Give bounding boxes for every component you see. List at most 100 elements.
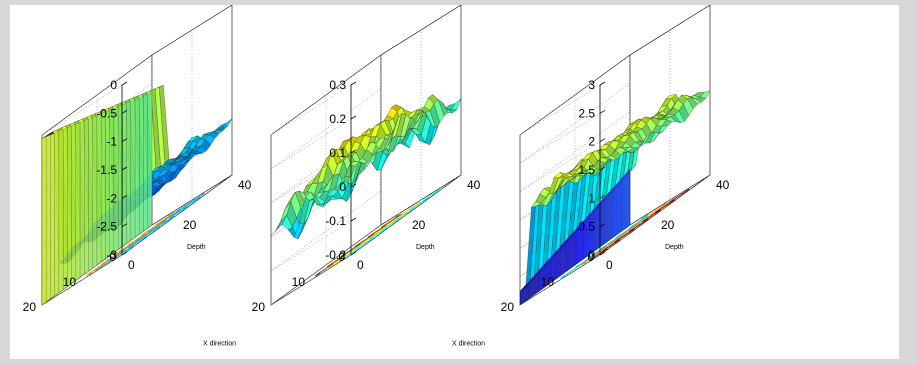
surface-curtain — [143, 94, 148, 232]
z-tick-label: 0 — [110, 78, 117, 92]
z-tick-label: -0.2 — [325, 248, 346, 262]
z-tick-label: -2 — [106, 191, 117, 205]
surface-curtain — [101, 111, 106, 263]
surface-curtain — [92, 115, 98, 269]
y-tick-label: 0 — [357, 258, 364, 272]
surface-curtain — [50, 132, 55, 299]
surface-plot-1: 0-0.5-1-1.5-2-2.5-30102002040X direction… — [0, 4, 252, 348]
surface-curtain — [600, 196, 605, 247]
surface-patch — [594, 160, 605, 170]
surface-curtain — [134, 97, 140, 238]
x-tick-label: 10 — [63, 275, 77, 289]
y-tick-label: 20 — [412, 218, 426, 232]
z-tick-mark — [599, 194, 606, 199]
y-axis-label: Depth — [187, 244, 206, 251]
z-tick-mark — [599, 166, 606, 171]
z-tick-label: 1 — [588, 191, 595, 205]
surface-curtain — [621, 173, 626, 232]
surface-curtain — [67, 125, 72, 287]
z-tick-mark — [599, 223, 606, 228]
x-tick-label: 10 — [292, 275, 306, 289]
y-axis-label: Depth — [665, 244, 684, 251]
surface-curtain — [604, 192, 609, 244]
surface-curtain — [63, 127, 68, 290]
z-tick-mark — [350, 251, 357, 256]
x-tick-label: 0 — [338, 250, 345, 264]
x-tick-label: 20 — [252, 300, 266, 314]
x-tick-label: 10 — [541, 275, 555, 289]
z-tick-label: -1.5 — [96, 163, 117, 177]
surface-curtain — [612, 182, 618, 238]
z-tick-label: 0 — [588, 248, 595, 262]
surface-curtain — [54, 131, 60, 296]
z-tick-mark — [121, 223, 128, 228]
contour-line — [328, 201, 421, 268]
z-tick-label: 0.3 — [329, 78, 346, 92]
contour-line — [314, 213, 402, 277]
surface-curtain — [617, 178, 622, 235]
y-tick-label: 0 — [606, 258, 613, 272]
z-tick-mark — [599, 81, 606, 86]
contour-line — [560, 213, 650, 279]
surface-curtain — [46, 134, 51, 303]
y-axis-label: Depth — [416, 244, 435, 251]
surface-curtain — [557, 244, 563, 278]
z-tick-label: 0.2 — [329, 112, 346, 126]
surface-curtain — [553, 248, 559, 281]
surface-curtain — [126, 101, 131, 244]
z-tick-label: 2 — [588, 135, 595, 149]
z-tick-label: 3 — [588, 78, 595, 92]
x-tick-label: 20 — [23, 300, 37, 314]
z-tick-mark — [599, 138, 606, 143]
z-tick-mark — [599, 109, 606, 114]
y-tick-label: 40 — [716, 178, 730, 192]
z-tick-label: 0.1 — [329, 146, 346, 160]
x-tick-label: 20 — [501, 300, 515, 314]
contour-line — [588, 188, 690, 262]
y-tick-label: 20 — [661, 218, 675, 232]
z-tick-mark — [121, 81, 128, 86]
surface-plots-svg: 0-0.5-1-1.5-2-2.5-30102002040X direction… — [0, 4, 730, 348]
surface-patch — [345, 164, 356, 178]
surface-curtain — [71, 124, 76, 284]
x-grid-line — [310, 30, 422, 281]
z-tick-mark — [121, 194, 128, 199]
z-tick-mark — [121, 166, 128, 171]
surface-curtain — [608, 187, 614, 241]
surface-curtain — [96, 113, 102, 266]
z-tick-label: -0.1 — [325, 214, 346, 228]
z-tick-mark — [350, 183, 357, 188]
y-tick-label: 40 — [238, 178, 252, 192]
z-tick-mark — [599, 251, 606, 256]
surface-curtain — [109, 108, 115, 256]
z-tick-label: 1.5 — [578, 163, 595, 177]
surface-curtain — [130, 99, 136, 241]
contour-line — [340, 189, 440, 261]
surface-curtain — [139, 95, 144, 235]
z-tick-mark — [350, 149, 357, 154]
surface-curtain — [566, 234, 571, 272]
z-tick-label: -1 — [106, 135, 117, 149]
z-tick-label: 0.5 — [578, 220, 595, 234]
surface-curtain — [625, 168, 631, 229]
x-tick-label: 0 — [109, 250, 116, 264]
y-tick-label: 40 — [467, 178, 481, 192]
surface-curtain — [79, 120, 85, 278]
surface-curtain — [58, 129, 64, 293]
x-tick-label: 0 — [587, 250, 594, 264]
surface-curtain — [41, 136, 47, 306]
z-tick-mark — [350, 81, 357, 86]
contour-line — [114, 192, 206, 259]
z-tick-label: 0 — [339, 180, 346, 194]
surface-curtain — [105, 109, 110, 259]
y-grid-line — [629, 55, 711, 226]
surface-curtain — [75, 122, 81, 281]
x-axis-label: X direction — [203, 341, 236, 348]
z-tick-mark — [121, 109, 128, 114]
z-tick-mark — [121, 138, 128, 143]
surface-curtain — [88, 117, 93, 272]
z-tick-label: -0.5 — [96, 106, 117, 120]
